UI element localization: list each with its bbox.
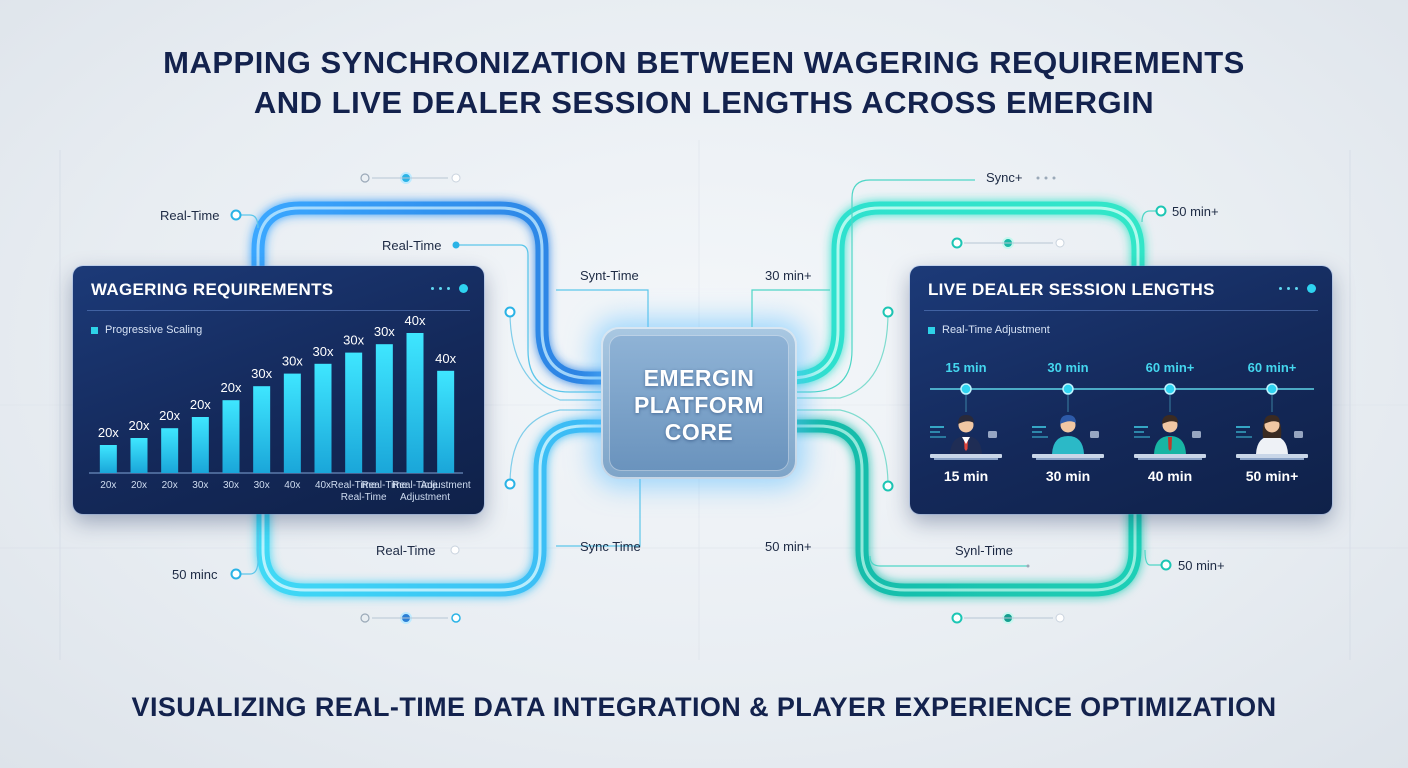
legend-swatch bbox=[928, 326, 935, 334]
bar bbox=[314, 363, 332, 473]
dealer-man-teal-icon bbox=[1032, 415, 1104, 460]
bar bbox=[345, 352, 363, 473]
wagering-legend: Progressive Scaling bbox=[91, 324, 202, 336]
dealer-session-label: 15 min bbox=[944, 468, 988, 484]
bar bbox=[191, 417, 209, 473]
bar-value-label: 30x bbox=[251, 366, 272, 381]
x-tick-label: 30x bbox=[223, 480, 239, 491]
label-right-top-inner: 30 min+ bbox=[765, 268, 812, 283]
page-title-line-2: AND LIVE DEALER SESSION LENGTHS ACROSS E… bbox=[253, 85, 1155, 120]
platform-core-label: EMERGIN PLATFORM CORE bbox=[601, 365, 797, 446]
label-right-bottom-outer: 50 min+ bbox=[1178, 558, 1225, 573]
timeline-node bbox=[1164, 383, 1176, 395]
bar-value-label: 20x bbox=[129, 418, 150, 433]
x-tick-label: 40x bbox=[284, 480, 300, 491]
bar bbox=[375, 344, 393, 473]
bar-value-label: 20x bbox=[98, 425, 119, 440]
bar-value-label: 20x bbox=[159, 408, 180, 423]
wagering-panel-title: WAGERING REQUIREMENTS bbox=[91, 280, 334, 299]
x-tick-label: Real-Time bbox=[331, 480, 377, 491]
dealer-session-label: 50 min+ bbox=[1246, 468, 1299, 484]
bar bbox=[130, 438, 148, 473]
page-subtitle: VISUALIZING REAL-TIME DATA INTEGRATION &… bbox=[131, 692, 1277, 722]
bar bbox=[437, 370, 455, 473]
dealer-man-vest-icon bbox=[1134, 415, 1206, 460]
core-line-1: EMERGIN bbox=[643, 365, 755, 391]
label-bottom-center: Sync Time bbox=[580, 539, 641, 554]
x-tick-label: 30x bbox=[192, 480, 208, 491]
live-dealer-panel: LIVE DEALER SESSION LENGTHS Real-Time Ad… bbox=[910, 266, 1332, 514]
timeline-label: 60 min+ bbox=[1248, 360, 1297, 375]
dealer-man-suit-icon bbox=[930, 415, 1002, 460]
label-left-top-outer: Real-Time bbox=[160, 208, 220, 223]
bar-value-label: 30x bbox=[313, 344, 334, 359]
dealer-timeline: 15 min 15 min 30 min 30 min 60 min+ 40 min 60 … bbox=[930, 360, 1314, 484]
bar-value-label: 30x bbox=[282, 354, 303, 369]
bar bbox=[283, 373, 301, 473]
label-left-bottom-inner: Real-Time bbox=[376, 543, 436, 558]
panel-menu-dots-icon bbox=[431, 284, 468, 293]
bar-value-label: 40x bbox=[435, 351, 456, 366]
x-tick-label: Real-Time bbox=[392, 480, 438, 491]
bar bbox=[406, 333, 424, 473]
dealer-session-label: 30 min bbox=[1046, 468, 1090, 484]
bar-value-label: 20x bbox=[190, 397, 211, 412]
timeline-label: 60 min+ bbox=[1146, 360, 1195, 375]
x-tick-label: 20x bbox=[100, 480, 116, 491]
label-right-bottom-sync: Synl-Time bbox=[955, 543, 1014, 558]
live-dealer-panel-title: LIVE DEALER SESSION LENGTHS bbox=[928, 280, 1215, 299]
page-title-line-1: MAPPING SYNCHRONIZATION BETWEEN WAGERING… bbox=[163, 45, 1245, 80]
label-left-top-inner: Real-Time bbox=[382, 238, 442, 253]
label-right-top-outer: 50 min+ bbox=[1172, 204, 1219, 219]
timeline-node bbox=[1266, 383, 1278, 395]
legend-label: Progressive Scaling bbox=[105, 324, 203, 336]
x-tick-label: Adjustment bbox=[421, 480, 471, 491]
bar bbox=[222, 400, 240, 473]
label-top-center: Synt-Time bbox=[580, 268, 639, 283]
label-right-top-sync: Sync+ bbox=[986, 170, 1023, 185]
panel-divider bbox=[924, 310, 1318, 311]
live-dealer-legend: Real-Time Adjustment bbox=[928, 324, 1050, 336]
panel-menu-dots-icon bbox=[1279, 284, 1316, 293]
bar-value-label: 40x bbox=[405, 313, 426, 328]
wagering-bar-chart: 20x 20x 20x 20x 20x 20x 20x 30x 20x 30x 30x 30x 30x 4… bbox=[89, 313, 471, 503]
label-right-bottom-inner: 50 min+ bbox=[765, 539, 812, 554]
x-tick-label: 40x bbox=[315, 480, 331, 491]
core-line-3: CORE bbox=[664, 419, 734, 445]
connector-nodes bbox=[230, 172, 1172, 624]
x-tick-label: Real-Time bbox=[361, 480, 407, 491]
bar-value-label: 30x bbox=[374, 324, 395, 339]
timeline-node bbox=[960, 383, 972, 395]
core-line-2: PLATFORM bbox=[633, 392, 765, 418]
timeline-label: 30 min bbox=[1047, 360, 1088, 375]
bar bbox=[99, 445, 117, 473]
x-tick-label: 20x bbox=[131, 480, 147, 491]
bar-value-label: 20x bbox=[221, 380, 242, 395]
x-tick-label: 30x bbox=[254, 480, 270, 491]
legend-swatch bbox=[91, 326, 98, 334]
panel-divider bbox=[87, 310, 470, 311]
dealer-woman-icon bbox=[1236, 415, 1308, 460]
platform-core-box: EMERGIN PLATFORM CORE bbox=[601, 327, 797, 479]
x-tick-label: 20x bbox=[162, 480, 178, 491]
wagering-requirements-panel: WAGERING REQUIREMENTS Progressive Scalin… bbox=[73, 266, 484, 514]
x-tick-label: Real-Time bbox=[341, 492, 387, 503]
x-tick-label: Adjustment bbox=[400, 492, 450, 503]
legend-label: Real-Time Adjustment bbox=[942, 324, 1050, 336]
dealer-session-label: 40 min bbox=[1148, 468, 1192, 484]
platform-core-inner bbox=[609, 335, 789, 471]
bar bbox=[161, 428, 179, 473]
timeline-label: 15 min bbox=[945, 360, 986, 375]
bar bbox=[253, 386, 271, 473]
timeline-node bbox=[1062, 383, 1074, 395]
bar-value-label: 30x bbox=[343, 333, 364, 348]
label-left-bottom-outer: 50 minc bbox=[172, 567, 218, 582]
